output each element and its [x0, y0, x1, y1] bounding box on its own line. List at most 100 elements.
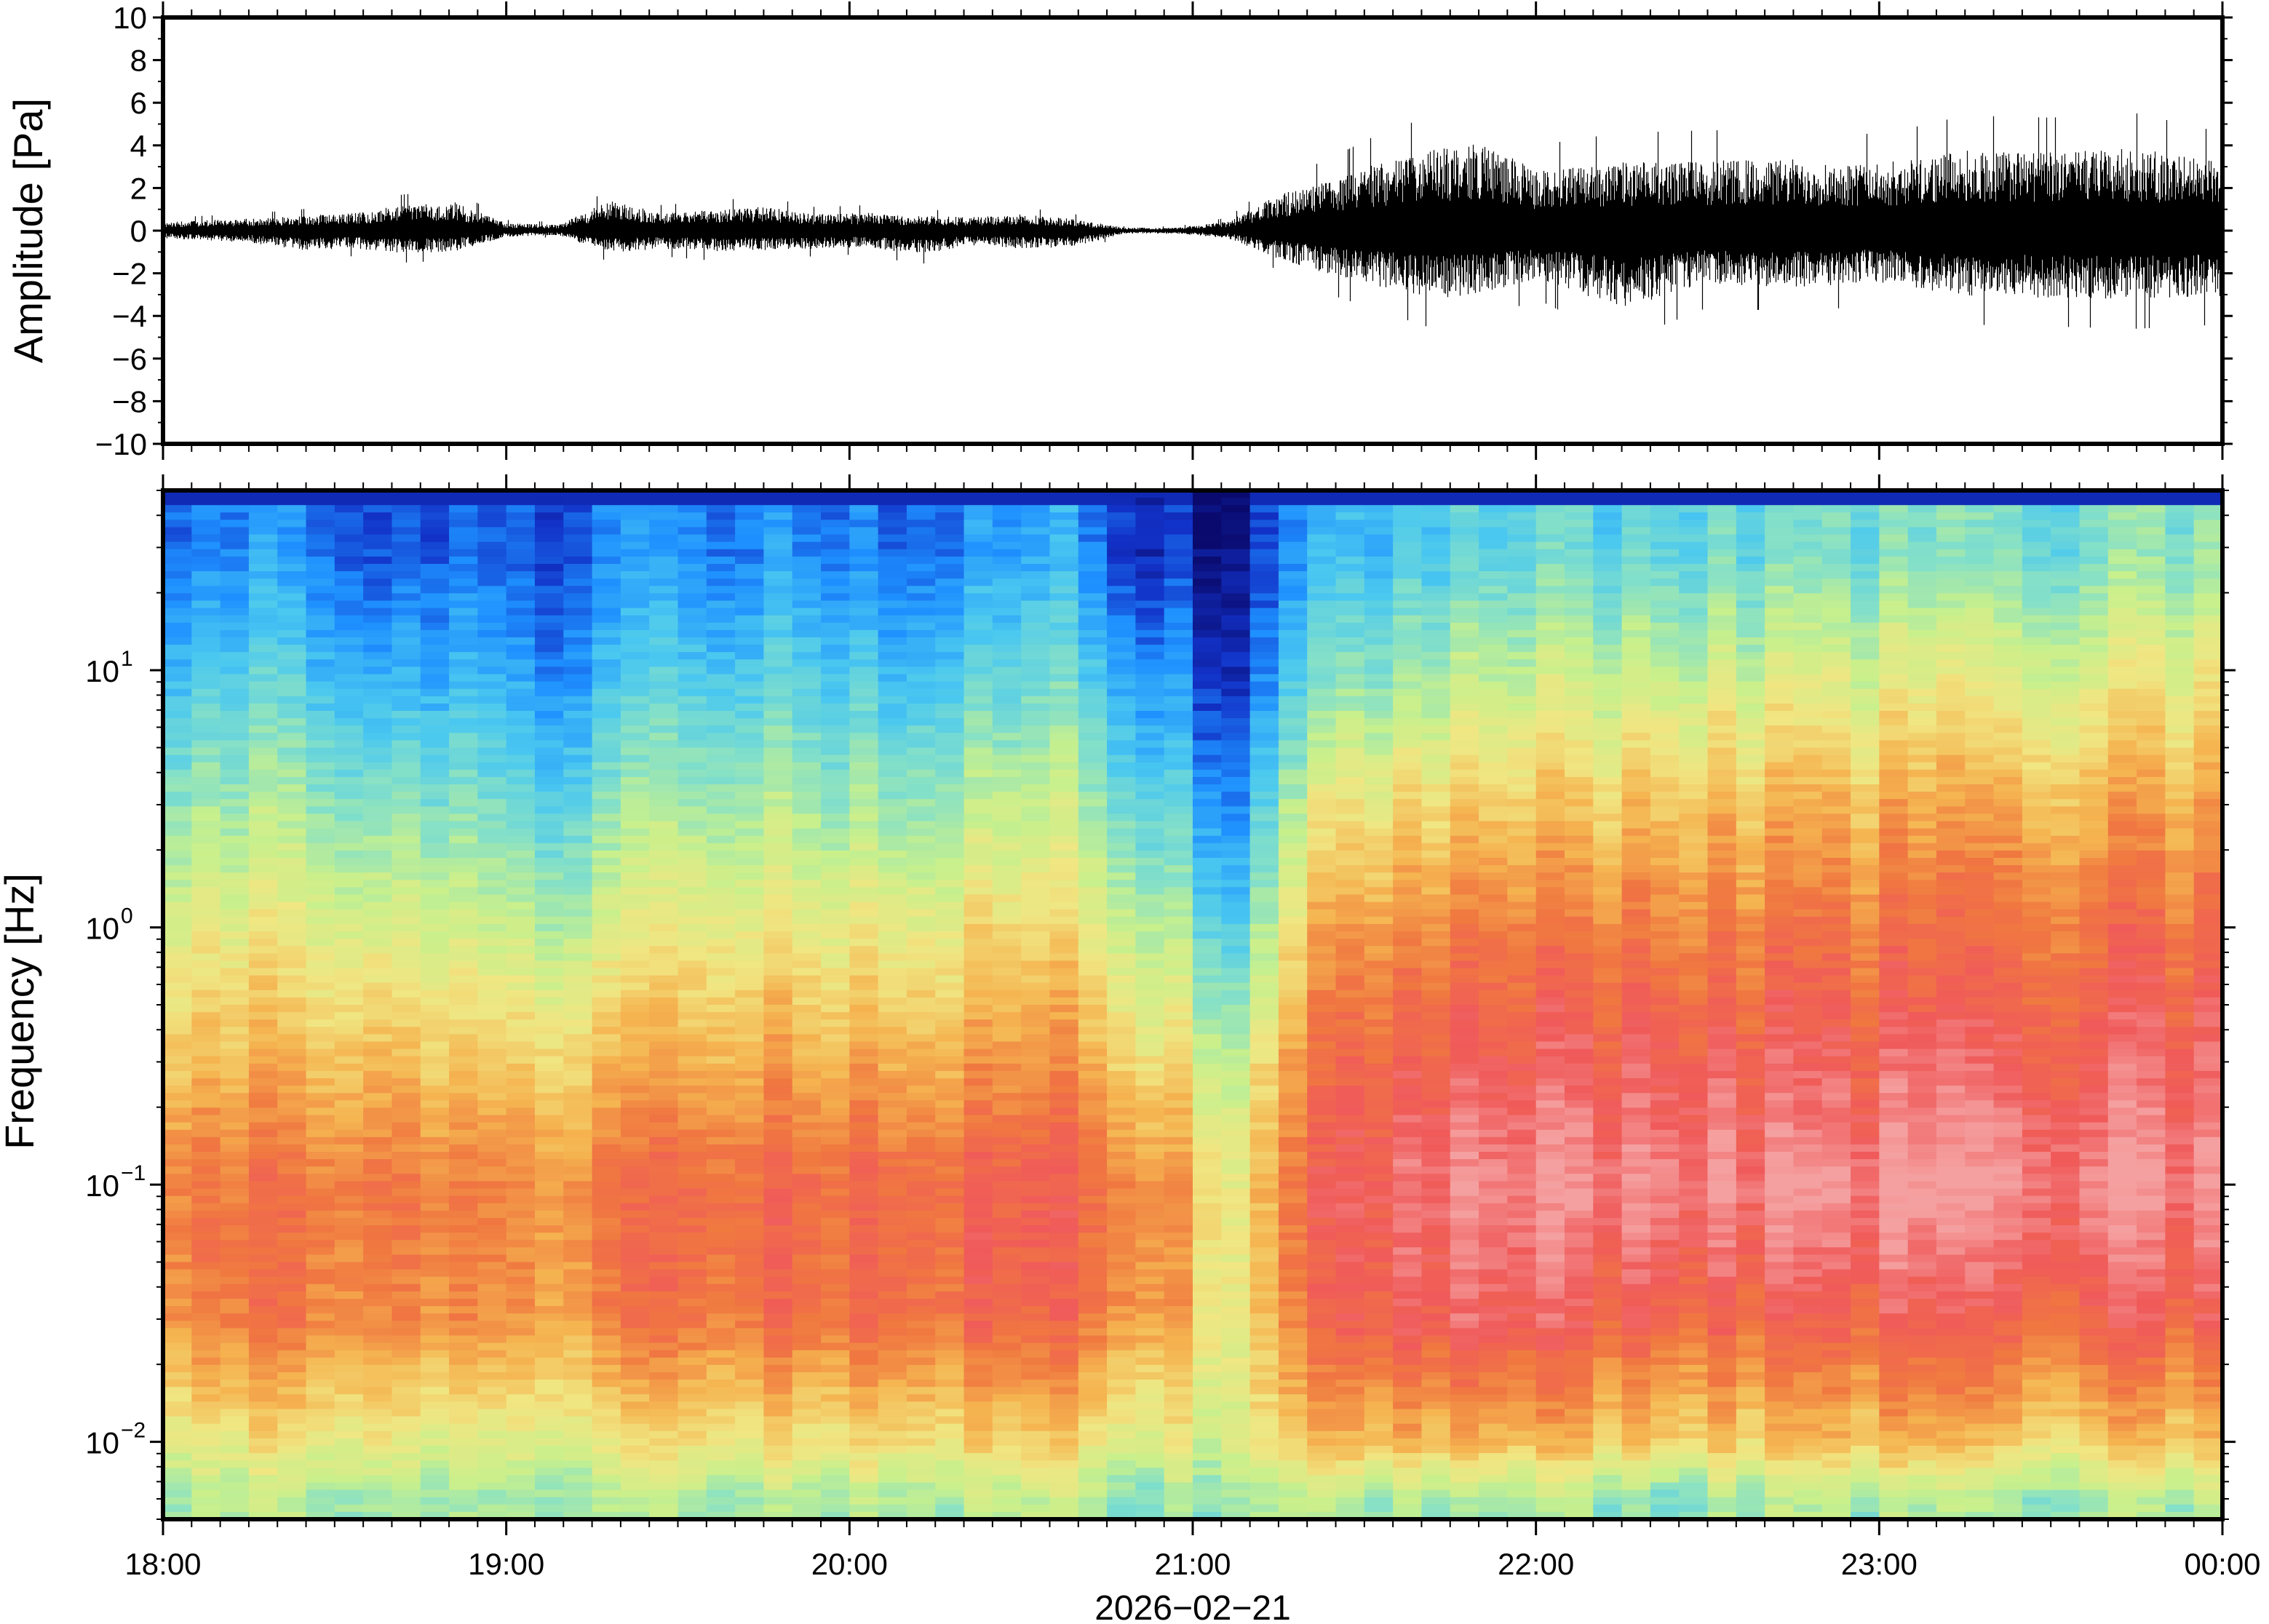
spectrogram-cell: [878, 1504, 907, 1513]
spectrogram-cell: [191, 1174, 221, 1182]
spectrogram-cell: [477, 1233, 507, 1241]
spectrogram-cell: [277, 1137, 307, 1145]
spectrogram-cell: [935, 622, 965, 631]
spectrogram-cell: [392, 1254, 421, 1263]
spectrogram-cell: [1021, 1489, 1051, 1498]
spectrogram-cell: [763, 1195, 793, 1204]
spectrogram-cell: [992, 968, 1022, 976]
spectrogram-cell: [1021, 1240, 1051, 1248]
spectrogram-cell: [649, 549, 679, 557]
spectrogram-cell: [706, 990, 736, 998]
spectrogram-cell: [792, 1306, 822, 1314]
spectrogram-cell: [821, 718, 850, 726]
spectrogram-cell: [220, 1380, 250, 1388]
spectrogram-cell: [220, 1166, 250, 1174]
spectrogram-cell: [1049, 769, 1079, 778]
spectrogram-cell: [1049, 1416, 1079, 1425]
spectrogram-cell: [706, 1482, 736, 1491]
spectrogram-cell: [334, 1291, 364, 1299]
spectrogram-cell: [306, 696, 335, 704]
spectrogram-cell: [735, 872, 765, 880]
spectrogram-cell: [620, 1401, 650, 1410]
spectrogram-cell: [392, 1387, 421, 1395]
spectrogram-cell: [420, 865, 450, 873]
spectrogram-cell: [163, 1430, 192, 1439]
spectrogram-cell: [449, 659, 478, 667]
spectrogram-cell: [906, 850, 936, 859]
spectrogram-cell: [477, 1217, 507, 1226]
spectrogram-cell: [763, 762, 793, 771]
spectrogram-cell: [821, 586, 850, 594]
spectrogram-cell: [792, 1181, 822, 1190]
spectrogram-cell: [248, 1078, 278, 1086]
spectrogram-cell: [792, 527, 822, 536]
spectrogram-cell: [1107, 960, 1136, 969]
spectrogram-cell: [420, 990, 450, 998]
spectrogram-cell: [878, 600, 907, 609]
spectrogram-cell: [534, 821, 564, 829]
spectrogram-cell: [792, 1012, 822, 1020]
spectrogram-cell: [677, 894, 707, 903]
spectrogram-cell: [677, 1152, 707, 1160]
spectrogram-cell: [248, 1005, 278, 1013]
spectrogram-cell: [1049, 1048, 1079, 1057]
spectrogram-cell: [363, 541, 393, 550]
spectrogram-cell: [334, 762, 364, 771]
spectrogram-cell: [1107, 909, 1136, 918]
spectrogram-cell: [506, 806, 536, 814]
spectrogram-cell: [878, 975, 907, 984]
spectrogram-cell: [1021, 1254, 1051, 1263]
spectrogram-cell: [277, 1144, 307, 1153]
spectrogram-cell: [906, 1321, 936, 1329]
spectrogram-cell: [735, 1041, 765, 1050]
spectrogram-cell: [763, 1048, 793, 1057]
spectrogram-cell: [620, 1364, 650, 1373]
spectrogram-cell: [821, 1357, 850, 1366]
spectrogram-cell: [1049, 586, 1079, 594]
spectrogram-cell: [963, 931, 993, 939]
spectrogram-cell: [935, 1335, 965, 1344]
spectrogram-cell: [906, 835, 936, 844]
spectrogram-cell: [992, 1423, 1022, 1432]
spectrogram-cell: [763, 1012, 793, 1020]
spectrogram-cell: [363, 1299, 393, 1307]
spectrogram-cell: [506, 1027, 536, 1035]
spectrogram-cell: [534, 1122, 564, 1131]
spectrogram-cell: [821, 1409, 850, 1417]
spectrogram-cell: [763, 1137, 793, 1145]
spectrogram-cell: [677, 1144, 707, 1153]
spectrogram-cell: [420, 1070, 450, 1079]
spectrogram-cell: [1049, 622, 1079, 631]
spectrogram-cell: [1021, 1233, 1051, 1241]
spectrogram-cell: [906, 776, 936, 785]
spectrogram-cell: [649, 975, 679, 984]
spectrogram-cell: [563, 520, 593, 528]
spectrogram-cell: [592, 1446, 621, 1454]
spectrogram-cell: [306, 1233, 335, 1241]
spectrogram-cell: [449, 769, 478, 778]
spectrogram-cell: [420, 1475, 450, 1484]
spectrogram-cell: [477, 666, 507, 675]
spectrogram-cell: [792, 1321, 822, 1329]
spectrogram-cell: [592, 799, 621, 807]
spectrogram-cell: [1107, 1460, 1136, 1468]
spectrogram-cell: [763, 1504, 793, 1513]
spectrogram-cell: [849, 1107, 879, 1116]
spectrogram-cell: [420, 1511, 450, 1520]
spectrogram-cell: [620, 931, 650, 939]
spectrogram-cell: [563, 608, 593, 616]
spectrogram-cell: [248, 1174, 278, 1182]
spectrogram-cell: [763, 652, 793, 660]
spectrogram-cell: [792, 1387, 822, 1395]
spectrogram-cell: [792, 1063, 822, 1072]
spectrogram-cell: [334, 792, 364, 800]
spectrogram-cell: [449, 1497, 478, 1505]
spectrogram-cell: [1078, 1070, 1108, 1079]
spectrogram-cell: [248, 1438, 278, 1446]
spectrogram-cell: [906, 681, 936, 690]
spectrogram-cell: [963, 1357, 993, 1366]
spectrogram-cell: [1078, 1012, 1108, 1020]
spectrogram-cell: [792, 1247, 822, 1255]
spectrogram-cell: [1049, 990, 1079, 998]
spectrogram-cell: [392, 534, 421, 543]
